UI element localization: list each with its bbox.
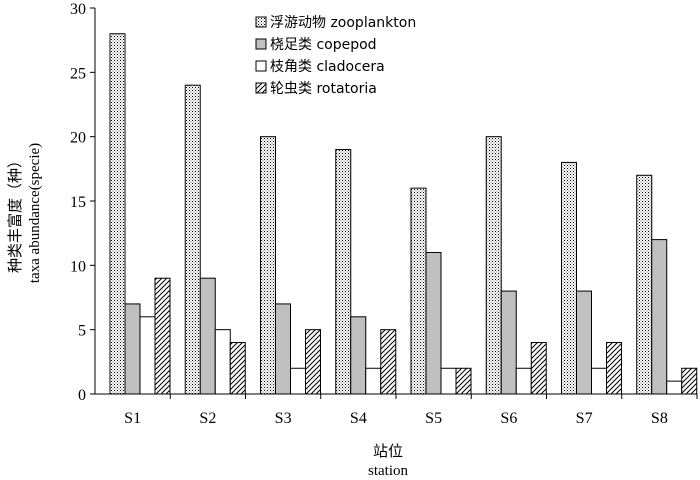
y-tick-label: 0 (78, 387, 86, 404)
bar-S4-series-3 (380, 329, 397, 395)
bar-S8-series-0 (636, 174, 653, 395)
y-tick-label: 25 (70, 65, 86, 82)
y-tick-label: 10 (70, 258, 86, 275)
legend-label-3: 轮虫类 rotatoria (270, 81, 377, 97)
legend-swatch-2 (255, 60, 267, 72)
y-tick-label: 20 (70, 130, 86, 147)
bars (109, 33, 698, 395)
bar-S2-series-1 (199, 277, 216, 395)
bar-S3-series-2 (290, 367, 306, 395)
legend: 浮游动物 zooplankton 桡足类 copepod 枝角类 cladocera… (255, 15, 416, 97)
x-tick-label-S4: S4 (350, 410, 367, 427)
legend-label-2: 枝角类 cladocera (270, 59, 385, 75)
bar-S7-series-2 (591, 367, 607, 395)
bar-S6-series-1 (500, 290, 517, 395)
bar-S1-series-1 (124, 303, 141, 395)
x-ticks: S1 S2 S3 S4 S5 S6 S7 S8 (124, 394, 698, 427)
y-axis-label-cn: 种类丰富度（种） (6, 153, 24, 273)
x-tick-label-S6: S6 (500, 410, 517, 427)
bar-S4-series-2 (365, 367, 382, 395)
bar-S8-series-3 (681, 367, 698, 395)
legend-swatch-3 (255, 82, 267, 94)
bar-S4-series-1 (350, 316, 367, 395)
bar-S2-series-3 (229, 342, 246, 395)
legend-swatch-1 (255, 38, 267, 50)
bar-S6-series-3 (530, 342, 547, 395)
y-ticks: 0 5 10 15 20 25 30 (70, 1, 95, 404)
bar-S1-series-2 (139, 316, 156, 395)
y-tick-label: 5 (78, 323, 86, 340)
y-tick-label: 15 (70, 194, 86, 211)
x-axis-label-en: station (368, 463, 408, 479)
bar-S2-series-0 (184, 84, 201, 395)
bar-S7-series-3 (606, 342, 622, 395)
x-tick-label-S5: S5 (425, 410, 442, 427)
bar-S3-series-1 (275, 303, 291, 395)
bar-S6-series-2 (515, 367, 532, 395)
bar-S7-series-0 (561, 161, 577, 395)
bar-S6-series-0 (485, 136, 502, 395)
bar-S1-series-0 (109, 33, 126, 395)
bar-S8-series-1 (651, 239, 668, 395)
y-tick-label: 30 (70, 1, 86, 18)
bar-S1-series-3 (154, 277, 171, 395)
x-tick-label-S2: S2 (199, 410, 216, 427)
legend-swatch-0 (255, 16, 267, 28)
x-tick-label-S3: S3 (275, 410, 292, 427)
bar-S4-series-0 (335, 149, 352, 395)
legend-label-0: 浮游动物 zooplankton (270, 15, 416, 31)
bar-S3-series-3 (305, 329, 321, 395)
bar-S8-series-2 (666, 380, 683, 395)
x-tick-label-S7: S7 (576, 410, 593, 427)
bar-S7-series-1 (576, 290, 592, 395)
bar-S2-series-2 (214, 329, 231, 395)
bar-S5-series-1 (425, 251, 442, 395)
x-tick-label-S8: S8 (651, 410, 668, 427)
x-axis-label-cn: 站位 (373, 442, 403, 460)
bar-S5-series-3 (455, 367, 472, 395)
x-tick-label-S1: S1 (124, 410, 141, 427)
y-axis-label-en: taxa abundance(specie) (27, 143, 43, 283)
bar-S5-series-2 (440, 367, 457, 395)
bar-S5-series-0 (410, 187, 427, 395)
legend-label-1: 桡足类 copepod (270, 37, 377, 53)
bar-S3-series-0 (260, 136, 276, 395)
